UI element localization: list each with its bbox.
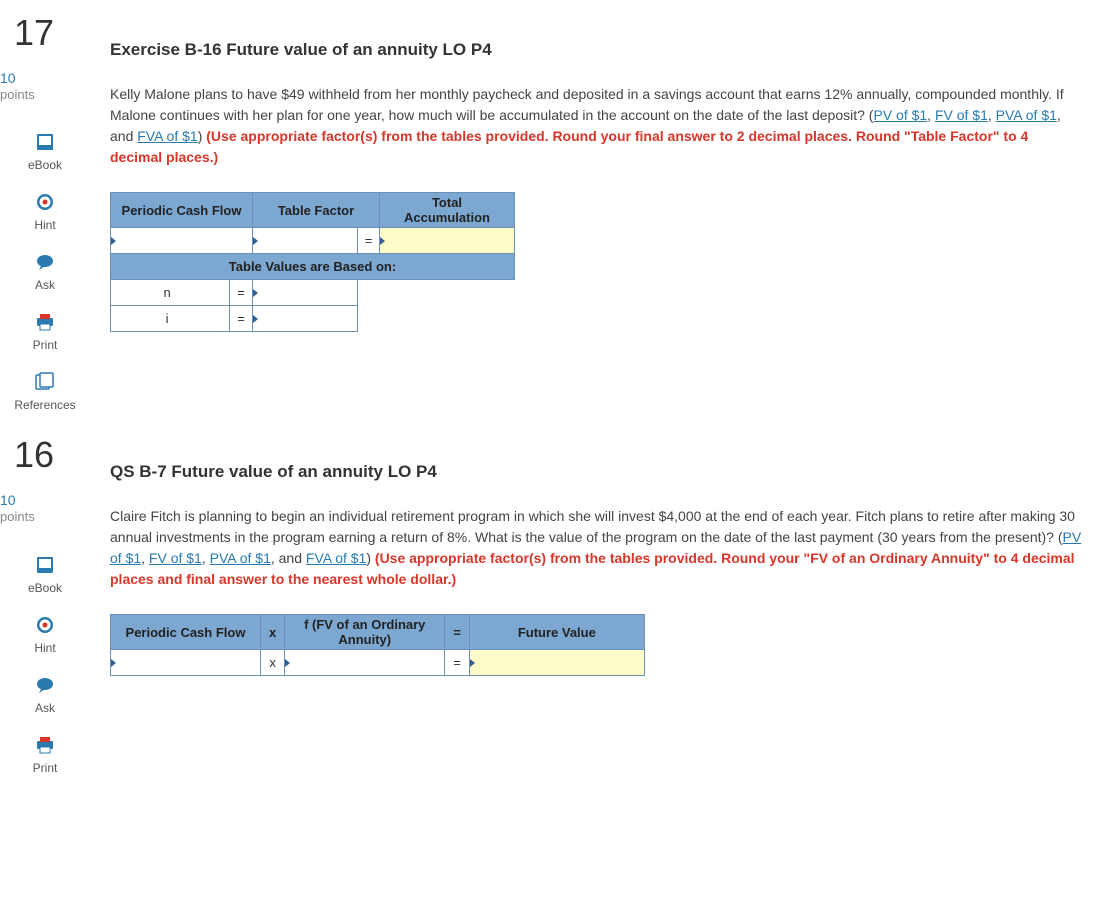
th-future-value: Future Value bbox=[469, 615, 644, 650]
link-pva[interactable]: PVA of $1 bbox=[210, 550, 271, 566]
ebook-icon bbox=[34, 132, 56, 152]
ebook-icon bbox=[34, 555, 56, 575]
tool-label: References bbox=[14, 398, 75, 412]
op-equals: = bbox=[358, 228, 380, 254]
link-fv[interactable]: FV of $1 bbox=[935, 107, 988, 123]
points-value: 10 bbox=[0, 492, 90, 509]
sep: , bbox=[202, 550, 210, 566]
sidebar-q16: 16 10 points eBook Hint Ask bbox=[0, 422, 90, 784]
tool-ask[interactable]: Ask bbox=[0, 242, 90, 302]
body-text-post: ) bbox=[366, 550, 375, 566]
th-total-accumulation: Total Accumulation bbox=[380, 193, 515, 228]
th-x: x bbox=[261, 615, 285, 650]
exercise-title: Exercise B-16 Future value of an annuity… bbox=[110, 40, 1082, 60]
tool-print[interactable]: Print bbox=[0, 302, 90, 362]
input-n[interactable] bbox=[253, 280, 358, 306]
sidebar-q17: 17 10 points eBook Hint Ask bbox=[0, 0, 90, 422]
tool-list-q16: eBook Hint Ask Print bbox=[0, 545, 90, 785]
op-i-equals: = bbox=[230, 306, 253, 332]
points-value: 10 bbox=[0, 70, 90, 87]
points-label: points bbox=[0, 87, 90, 103]
tool-list-q17: eBook Hint Ask Print bbox=[0, 122, 90, 422]
sep: , bbox=[927, 107, 935, 123]
th-periodic-cash-flow: Periodic Cash Flow bbox=[111, 193, 253, 228]
tool-print[interactable]: Print bbox=[0, 725, 90, 785]
output-total-accumulation[interactable] bbox=[380, 228, 515, 254]
tool-ask[interactable]: Ask bbox=[0, 665, 90, 725]
tool-label: eBook bbox=[28, 581, 62, 595]
input-i[interactable] bbox=[253, 306, 358, 332]
sep: , bbox=[988, 107, 996, 123]
tool-label: Ask bbox=[35, 278, 55, 292]
op-n-equals: = bbox=[230, 280, 253, 306]
output-future-value[interactable] bbox=[469, 650, 644, 676]
sub-header: Table Values are Based on: bbox=[111, 254, 515, 280]
tool-label: Print bbox=[33, 761, 58, 775]
op-x: x bbox=[261, 650, 285, 676]
references-icon bbox=[34, 372, 56, 392]
ask-icon bbox=[34, 675, 56, 695]
content-q16: QS B-7 Future value of an annuity LO P4 … bbox=[90, 422, 1102, 784]
tool-label: Hint bbox=[34, 641, 55, 655]
tool-label: eBook bbox=[28, 158, 62, 172]
exercise-title: QS B-7 Future value of an annuity LO P4 bbox=[110, 462, 1082, 482]
link-pv[interactable]: PV of $1 bbox=[873, 107, 927, 123]
points-label: points bbox=[0, 509, 90, 525]
tool-label: Hint bbox=[34, 218, 55, 232]
tool-ebook[interactable]: eBook bbox=[0, 122, 90, 182]
question-16: 16 10 points eBook Hint Ask bbox=[0, 422, 1102, 784]
input-table-factor[interactable] bbox=[253, 228, 358, 254]
th-eq: = bbox=[445, 615, 470, 650]
question-number: 17 bbox=[0, 8, 90, 58]
tool-ebook[interactable]: eBook bbox=[0, 545, 90, 605]
op-eq: = bbox=[445, 650, 470, 676]
content-q17: Exercise B-16 Future value of an annuity… bbox=[90, 0, 1102, 422]
link-pva[interactable]: PVA of $1 bbox=[996, 107, 1057, 123]
answer-table-q16: Periodic Cash Flow x f (FV of an Ordinar… bbox=[110, 614, 645, 676]
label-n: n bbox=[111, 280, 230, 306]
answer-table-q17: Periodic Cash Flow Table Factor Total Ac… bbox=[110, 192, 515, 332]
label-i: i bbox=[111, 306, 230, 332]
link-fva[interactable]: FVA of $1 bbox=[137, 128, 197, 144]
exercise-body: Kelly Malone plans to have $49 withheld … bbox=[110, 84, 1082, 168]
exercise-body: Claire Fitch is planning to begin an ind… bbox=[110, 506, 1082, 590]
link-fv[interactable]: FV of $1 bbox=[149, 550, 202, 566]
points-block: 10 points bbox=[0, 492, 90, 524]
print-icon bbox=[34, 735, 56, 755]
input-periodic-cash-flow[interactable] bbox=[111, 650, 261, 676]
ask-icon bbox=[34, 252, 56, 272]
blank bbox=[358, 306, 515, 332]
points-block: 10 points bbox=[0, 70, 90, 102]
body-text-post: ) bbox=[198, 128, 207, 144]
tool-references[interactable]: References bbox=[0, 362, 90, 422]
hint-icon bbox=[34, 192, 56, 212]
tool-hint[interactable]: Hint bbox=[0, 182, 90, 242]
link-fva[interactable]: FVA of $1 bbox=[306, 550, 366, 566]
hint-icon bbox=[34, 615, 56, 635]
th-periodic-cash-flow: Periodic Cash Flow bbox=[111, 615, 261, 650]
tool-hint[interactable]: Hint bbox=[0, 605, 90, 665]
input-fva[interactable] bbox=[285, 650, 445, 676]
blank bbox=[358, 280, 515, 306]
tool-label: Ask bbox=[35, 701, 55, 715]
body-text-pre: Claire Fitch is planning to begin an ind… bbox=[110, 508, 1075, 545]
th-fva: f (FV of an Ordinary Annuity) bbox=[285, 615, 445, 650]
tool-label: Print bbox=[33, 338, 58, 352]
question-17: 17 10 points eBook Hint Ask bbox=[0, 0, 1102, 422]
sep: , bbox=[141, 550, 149, 566]
sep: , and bbox=[271, 550, 306, 566]
print-icon bbox=[34, 312, 56, 332]
input-periodic-cash-flow[interactable] bbox=[111, 228, 253, 254]
th-table-factor: Table Factor bbox=[253, 193, 380, 228]
instruction-text: (Use appropriate factor(s) from the tabl… bbox=[110, 128, 1028, 165]
question-number: 16 bbox=[0, 430, 90, 480]
